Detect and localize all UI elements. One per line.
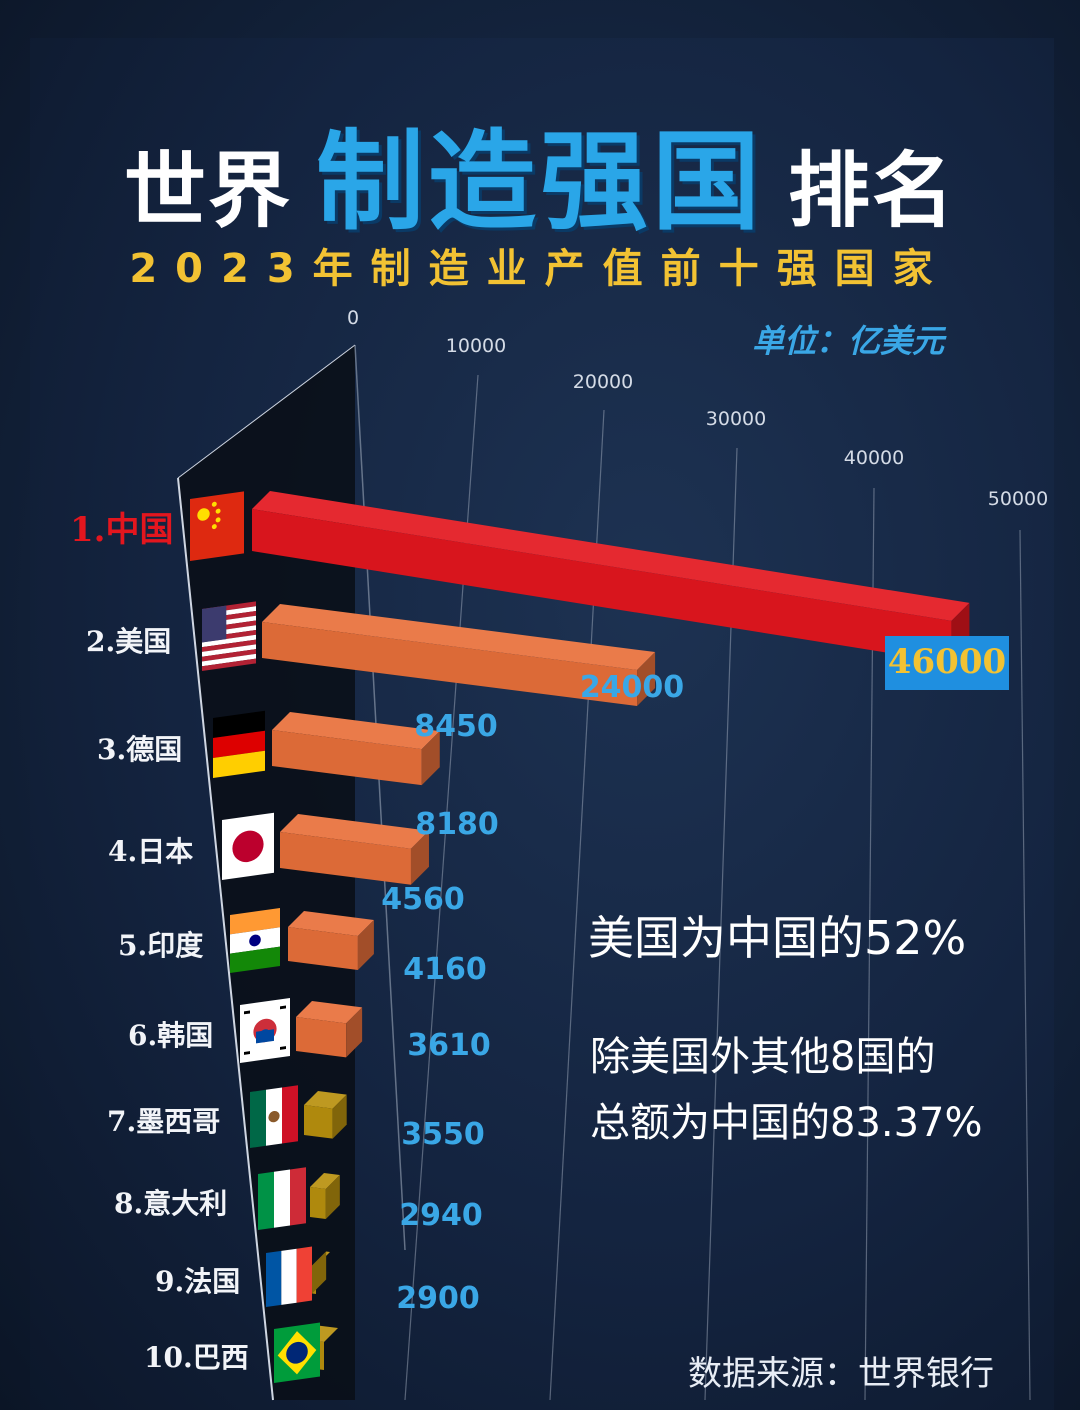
bar-end-7 [332, 1094, 347, 1139]
title-left: 世界 [123, 144, 292, 239]
value-label: 8450 [414, 709, 498, 744]
usa-flag-icon [202, 601, 256, 672]
category-label: 8.意大利 [114, 1187, 227, 1220]
unit-label: 单位：亿美元 [752, 322, 945, 360]
bar-7 [304, 1105, 333, 1139]
bar-top-6 [296, 1001, 363, 1024]
bar-top-2 [262, 604, 656, 671]
germany-flag-icon [213, 710, 265, 778]
category-label: 2.美国 [86, 625, 171, 658]
bar-top-5 [288, 911, 374, 936]
category-label: 1.中国 [70, 510, 174, 550]
mexico-flag-icon [250, 1085, 298, 1148]
bar-top-1 [252, 491, 970, 621]
brazil-flag-icon [274, 1322, 320, 1383]
gridline-50000 [1019, 529, 1031, 1401]
x-tick-label: 20000 [573, 371, 633, 393]
data-source: 数据来源：世界银行 [688, 1354, 994, 1394]
bar-1 [252, 509, 952, 663]
bar-end-6 [346, 1007, 363, 1058]
france-flag-icon [266, 1246, 312, 1307]
category-label: 6.韩国 [128, 1019, 213, 1052]
value-label: 2940 [399, 1198, 483, 1233]
bar-top-3 [272, 712, 440, 750]
japan-flag-icon [222, 812, 274, 880]
title-right: 排名 [788, 144, 957, 239]
bar-top-8 [310, 1173, 340, 1190]
value-label: 4560 [381, 882, 465, 917]
category-label: 5.印度 [118, 929, 203, 962]
background-panel [30, 38, 1054, 1410]
x-tick-label: 50000 [988, 488, 1048, 510]
category-label: 4.日本 [108, 835, 193, 868]
bar-3 [272, 730, 422, 786]
value-label-box [885, 636, 1009, 690]
x-tick-label: 40000 [844, 447, 904, 469]
bar-end-8 [325, 1175, 340, 1220]
bar-end-3 [421, 731, 440, 786]
x-tick-label: 0 [347, 307, 359, 329]
value-label: 8180 [415, 807, 499, 842]
bar-2 [262, 622, 638, 707]
bar-5 [288, 927, 358, 970]
annotation-others-line2: 总额为中国的83.37% [590, 1100, 983, 1146]
bar-8 [310, 1187, 326, 1220]
x-tick-label: 10000 [446, 335, 506, 357]
bar-end-2 [637, 652, 656, 707]
value-label: 3550 [401, 1117, 485, 1152]
title-highlight: 制造强国 [315, 120, 764, 245]
bar-4 [280, 832, 411, 885]
italy-flag-icon [258, 1167, 306, 1230]
page-title: 世界 制造强国 排名 [0, 95, 1080, 251]
gridline-0 [354, 344, 406, 1251]
china-flag-icon [190, 491, 244, 561]
annotation-others-line1: 除美国外其他8国的 [590, 1034, 936, 1080]
category-label: 7.墨西哥 [107, 1105, 220, 1138]
category-label: 3.德国 [97, 733, 182, 766]
bar-end-5 [357, 919, 374, 970]
india-flag-icon [230, 907, 280, 974]
bar-top-7 [304, 1091, 347, 1109]
bar-6 [296, 1017, 347, 1058]
value-label: 4160 [403, 952, 487, 987]
value-label: 46000 [888, 642, 1006, 682]
value-label: 2900 [396, 1281, 480, 1316]
annotation-usa-ratio: 美国为中国的52% [588, 911, 967, 965]
bar-end-9 [312, 1251, 327, 1294]
bar-top-4 [280, 814, 429, 849]
chart-wall-top-edge [177, 344, 356, 479]
korea-flag-icon [240, 997, 290, 1063]
page-subtitle: 2023年制造业产值前十强国家 [129, 246, 951, 292]
category-label: 10.巴西 [144, 1341, 249, 1374]
value-label: 3610 [407, 1028, 491, 1063]
value-label: 24000 [580, 670, 684, 705]
x-tick-label: 30000 [706, 408, 766, 430]
category-label: 9.法国 [155, 1265, 240, 1298]
bar-end-4 [410, 830, 429, 885]
chart-wall-edge [177, 477, 274, 1401]
